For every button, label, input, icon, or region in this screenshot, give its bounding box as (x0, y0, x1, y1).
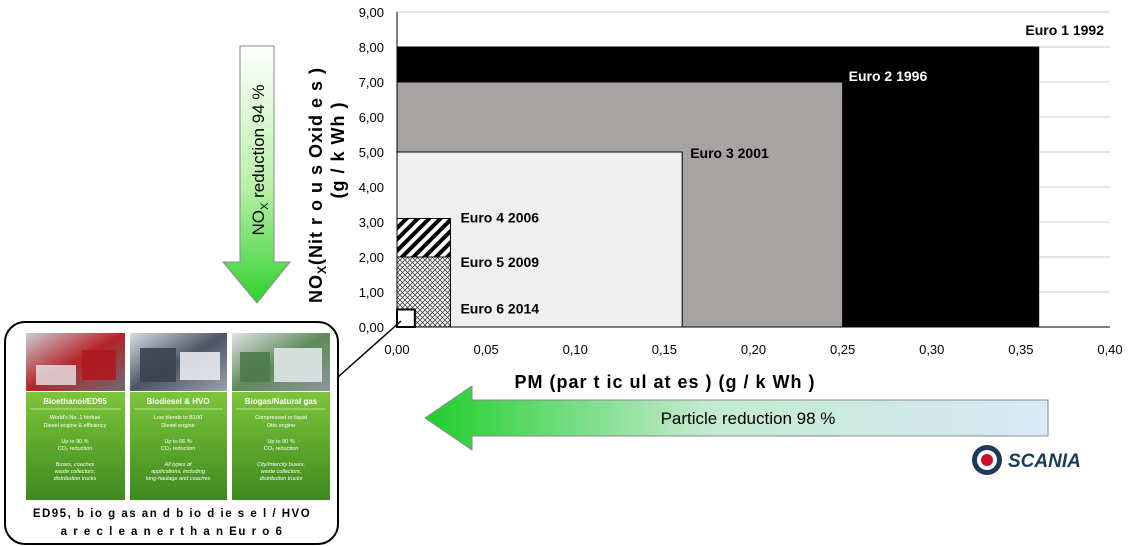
nox-arrow-main: NO (249, 210, 268, 236)
svg-text:Diesel engine: Diesel engine (161, 423, 194, 429)
svg-text:All types of: All types of (164, 462, 192, 468)
x-tick-label: 0,15 (652, 342, 677, 357)
area-euro-6-2014 (396, 308, 416, 328)
label-euro-6-2014: Euro 6 2014 (460, 301, 539, 317)
svg-text:long-haulage and coaches: long-haulage and coaches (146, 476, 211, 482)
y-tick-label: 0,00 (359, 320, 384, 335)
standard-labels: Euro 1 1992 Euro 2 1996 Euro 3 2001 Euro 4 … (460, 22, 1104, 317)
fuel-title-biodiesel: Biodiesel & HVO (146, 397, 209, 406)
x-tick-label: 0,30 (919, 342, 944, 357)
panel-caption-line2: a r e c l e a n e r t h a n Eu r o 6 (61, 526, 284, 538)
svg-text:CO₂ reduction: CO₂ reduction (58, 446, 93, 452)
standard-areas (396, 46, 1040, 328)
svg-text:Up to 90 %: Up to 90 % (61, 439, 88, 445)
scania-logo: SCANIA (972, 445, 1081, 475)
particle-reduction-arrow: Particle reduction 98 % (424, 385, 1049, 451)
x-tick-label: 0,00 (384, 342, 409, 357)
label-euro-4-2006: Euro 4 2006 (460, 210, 539, 226)
biofuel-panel: Bioethanol/ED95 World's No. 1 biofuel Di… (4, 321, 339, 545)
svg-text:Up to 90 %: Up to 90 % (267, 439, 294, 445)
y-tick-label: 1,00 (359, 285, 384, 300)
fuel-card-biogas (232, 392, 330, 500)
scania-logo-text: SCANIA (1008, 451, 1081, 472)
svg-text:World's No. 1 biofuel: World's No. 1 biofuel (50, 415, 100, 421)
svg-text:Low blends to B100: Low blends to B100 (154, 415, 202, 421)
label-euro-5-2009: Euro 5 2009 (460, 254, 539, 270)
nox-arrow-rest: reduction 94 % (249, 85, 268, 203)
y-axis-title: NOX(Nit r o u s Oxid e s ) (g / k Wh ) (306, 67, 348, 303)
fuel-title-bioethanol: Bioethanol/ED95 (43, 397, 107, 406)
svg-text:City/Intercity buses,: City/Intercity buses, (257, 462, 305, 468)
x-tick-label: 0,35 (1008, 342, 1033, 357)
svg-text:waste collectors,: waste collectors, (261, 469, 302, 475)
fuel-card-biodiesel (130, 392, 227, 500)
particle-arrow-text: Particle reduction 98 % (661, 409, 836, 428)
fuel-title-biogas: Biogas/Natural gas (245, 397, 318, 406)
y-axis-title-main: NO (306, 274, 326, 303)
nox-reduction-arrow: NOX reduction 94 % (221, 45, 292, 304)
plot-frame (396, 12, 1110, 328)
x-tick-label: 0,10 (563, 342, 588, 357)
svg-text:distribution trucks: distribution trucks (260, 476, 303, 482)
x-axis-title: PM (par t ic ul at es ) (g / k Wh ) (514, 372, 815, 392)
y-axis-title-line2: (g / k Wh ) (328, 102, 348, 199)
y-tick-labels: 0,00 1,00 2,00 3,00 4,00 5,00 6,00 7,00 8,00 9,00 (359, 5, 384, 335)
label-euro-3-2001: Euro 3 2001 (690, 145, 769, 161)
label-euro-2-1996: Euro 2 1996 (849, 68, 928, 84)
y-tick-label: 7,00 (359, 75, 384, 90)
y-tick-label: 4,00 (359, 180, 384, 195)
panel-caption-line1: ED95, b io g as an d b io d ie s e l / H… (33, 508, 311, 520)
x-tick-label: 0,05 (473, 342, 498, 357)
svg-text:NOX(Nit r o u s Oxid e s ): NOX(Nit r o u s Oxid e s ) (306, 67, 329, 303)
nox-arrow-sub: X (259, 202, 271, 210)
svg-text:applications, including: applications, including (151, 469, 206, 475)
svg-text:Compressed or liquid: Compressed or liquid (255, 415, 307, 421)
x-tick-label: 0,25 (830, 342, 855, 357)
y-tick-label: 5,00 (359, 145, 384, 160)
svg-text:distribution trucks: distribution trucks (54, 476, 97, 482)
svg-text:Buses, coaches: Buses, coaches (56, 462, 95, 468)
svg-text:NOX reduction 94 %: NOX reduction 94 % (249, 85, 271, 236)
x-tick-labels: 0,00 0,05 0,10 0,15 0,20 0,25 0,30 0,35 0,40 (384, 342, 1122, 357)
svg-text:Up to 66 %: Up to 66 % (164, 439, 191, 445)
label-euro-1-1992: Euro 1 1992 (1025, 22, 1104, 38)
y-tick-label: 3,00 (359, 215, 384, 230)
svg-text:waste collectors,: waste collectors, (55, 469, 96, 475)
y-tick-label: 8,00 (359, 40, 384, 55)
svg-text:CO₂ reduction: CO₂ reduction (161, 446, 196, 452)
x-tick-label: 0,40 (1097, 342, 1122, 357)
y-axis-title-rest: (Nit r o u s Oxid e s ) (306, 67, 326, 265)
svg-text:CO₂ reduction: CO₂ reduction (264, 446, 299, 452)
y-tick-label: 2,00 (359, 250, 384, 265)
fuel-card-bioethanol (26, 392, 125, 500)
y-axis-title-sub: X (315, 265, 329, 274)
svg-text:Otto engine: Otto engine (267, 423, 295, 429)
y-tick-label: 9,00 (359, 5, 384, 20)
y-tick-label: 6,00 (359, 110, 384, 125)
x-tick-label: 0,20 (741, 342, 766, 357)
euro6-pointer-line (337, 320, 402, 378)
svg-text:Diesel engine & efficiency: Diesel engine & efficiency (44, 423, 107, 429)
